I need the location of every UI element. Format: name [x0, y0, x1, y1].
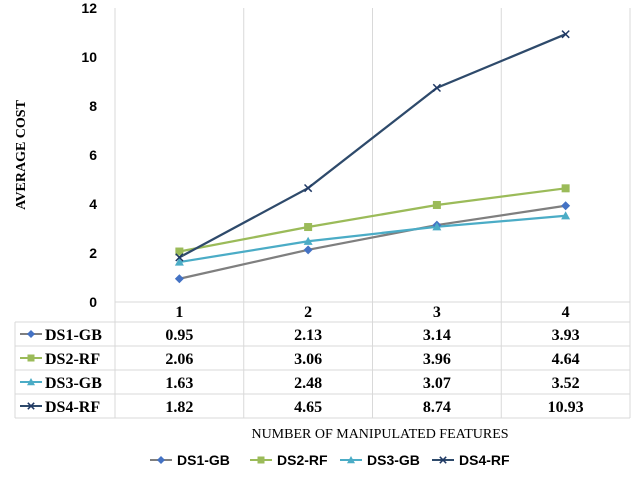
data-point-ds4-rf [432, 83, 442, 93]
table-cell-value: 0.95 [165, 327, 193, 344]
legend-label: DS4-RF [459, 452, 510, 468]
y-tick-label: 2 [89, 245, 97, 261]
series-line-ds2-rf [179, 187, 566, 253]
data-point-ds1-gb [561, 201, 571, 211]
x-marker-stroke [432, 83, 442, 93]
table-row-label: DS1-GB [45, 327, 102, 344]
table-cell-value: 1.82 [165, 399, 193, 416]
data-point-ds1-gb [174, 274, 184, 284]
legend-label: DS2-RF [277, 452, 328, 468]
data-point-ds2-rf [561, 184, 570, 193]
x-marker-stroke [27, 402, 35, 410]
legend-label: DS3-GB [367, 452, 420, 468]
table-cell-value: 3.06 [294, 351, 322, 368]
data-point-ds3-gb [561, 211, 571, 220]
table-cell-value: 3.14 [423, 327, 451, 344]
x-category-label: 4 [562, 304, 570, 321]
x-marker-stroke [303, 183, 313, 193]
y-tick-label: 4 [89, 196, 97, 212]
table-cell-value: 4.64 [552, 351, 580, 368]
data-point-ds4-rf [561, 30, 570, 39]
y-tick-label: 0 [89, 294, 97, 310]
x-marker-stroke [175, 253, 184, 262]
x-marker-stroke [439, 456, 447, 464]
y-tick-label: 6 [89, 147, 97, 163]
y-axis-label: AVERAGE COST [14, 99, 29, 209]
table-cell-value: 3.07 [423, 375, 451, 392]
x-category-label: 1 [175, 304, 183, 321]
x-marker-stroke [561, 30, 570, 39]
data-point-ds2-rf [304, 223, 313, 232]
y-tick-label: 12 [81, 0, 97, 16]
table-cell-value: 10.93 [548, 399, 584, 416]
table-legend-key-marker [27, 330, 35, 338]
data-point-ds3-gb [432, 222, 442, 231]
y-tick-label: 10 [81, 49, 97, 65]
table-cell-value: 3.52 [552, 375, 580, 392]
data-point-ds4-rf [303, 183, 313, 193]
table-cell-value: 1.63 [165, 375, 193, 392]
series-line-ds3-gb [179, 214, 566, 264]
table-legend-key-marker [27, 402, 35, 410]
series-markers [174, 30, 571, 284]
series-line-ds1-gb [179, 204, 566, 280]
table-legend-key-marker [27, 378, 35, 386]
data-point-ds2-rf [432, 200, 441, 209]
data-point-ds3-gb [303, 236, 313, 245]
y-tick-label: 8 [89, 98, 97, 114]
x-axis-label: NUMBER OF MANIPULATED FEATURES [251, 427, 508, 442]
data-point-ds4-rf [175, 253, 184, 262]
data-point-ds2-rf [175, 247, 184, 256]
x-category-label: 2 [304, 304, 312, 321]
series-lines [178, 33, 567, 280]
legend-key-marker [257, 456, 265, 464]
x-category-label: 3 [433, 304, 441, 321]
table-cell-value: 2.48 [294, 375, 322, 392]
table-cell-value: 2.06 [165, 351, 193, 368]
data-point-ds3-gb [174, 257, 184, 266]
legend-label: DS1-GB [177, 452, 230, 468]
table-cell-value: 3.96 [423, 351, 451, 368]
table-cell-value: 2.13 [294, 327, 322, 344]
legend-key-marker [439, 456, 447, 464]
chart-grid [114, 8, 631, 418]
table-legend-key-marker [27, 354, 35, 362]
chart-legend: DS1-GB DS2-RF DS3-GB DS4-RF [150, 452, 510, 468]
table-row-label: DS4-RF [45, 399, 100, 416]
legend-key-marker [347, 456, 355, 464]
table-row-label: DS3-GB [45, 375, 102, 392]
legend-key-marker [157, 456, 165, 464]
table-cell-value: 4.65 [294, 399, 322, 416]
data-table: 1 2 3 4 DS1-GB 0.95 2.13 3.14 3.93 DS2-RF 2.06 3.06… [14, 304, 630, 419]
series-line-ds4-rf [178, 33, 567, 259]
table-row-label: DS2-RF [45, 351, 100, 368]
table-cell-value: 3.93 [552, 327, 580, 344]
table-cell-value: 8.74 [423, 399, 451, 416]
data-point-ds1-gb [303, 245, 313, 255]
y-axis-ticks: 0 2 4 6 8 10 12 [81, 0, 97, 310]
